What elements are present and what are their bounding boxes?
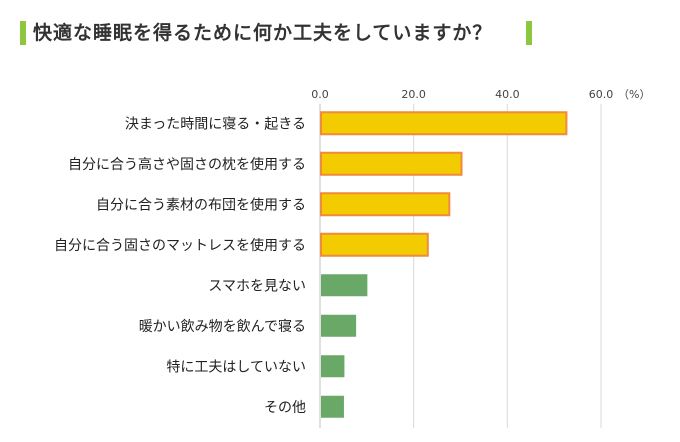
tick-label-60.0: 60.0 xyxy=(589,88,614,101)
category-label-4: 自分に合う固さのマットレスを使用する xyxy=(54,237,306,254)
axis-unit-label: （%） xyxy=(618,88,650,101)
title-accent-bar-left xyxy=(20,21,26,45)
category-label-2: 自分に合う高さや固さの枕を使用する xyxy=(68,156,306,173)
chart-title: 快適な睡眠を得るために何か工夫をしていますか？ xyxy=(33,22,493,44)
bar-6 xyxy=(321,314,357,337)
category-label-1: 決まった時間に寝る・起きる xyxy=(125,115,306,132)
tick-label-0.0: 0.0 xyxy=(311,88,329,101)
category-label-6: 暖かい飲み物を飲んで寝る xyxy=(139,318,306,335)
category-label-8: その他 xyxy=(264,400,306,416)
title-accent-bar-right xyxy=(526,21,532,45)
tick-label-20.0: 20.0 xyxy=(401,88,426,101)
tick-label-40.0: 40.0 xyxy=(495,88,520,101)
title-row: 快適な睡眠を得るために何か工夫をしていますか？ xyxy=(0,0,680,60)
category-label-3: 自分に合う素材の布団を使用する xyxy=(96,196,306,213)
category-label-7: 特に工夫はしていない xyxy=(166,359,306,375)
bar-1 xyxy=(320,111,568,136)
category-label-5: スマホを見ない xyxy=(208,278,306,294)
bar-4 xyxy=(320,232,429,257)
bar-3 xyxy=(320,192,451,217)
bar-5 xyxy=(321,274,368,297)
bar-8 xyxy=(321,395,344,418)
bar-2 xyxy=(320,151,463,176)
bar-7 xyxy=(321,355,345,378)
